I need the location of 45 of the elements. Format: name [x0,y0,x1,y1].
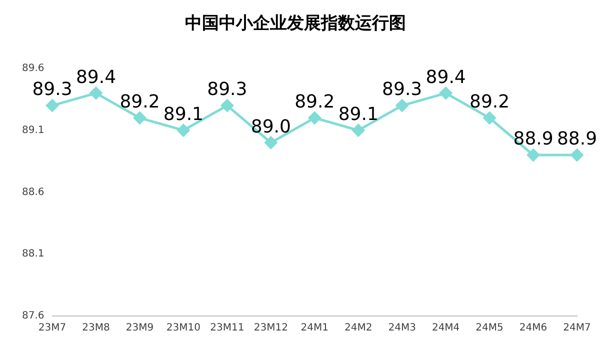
point [440,86,452,100]
point [396,99,408,112]
data-label: 89.1 [163,104,204,125]
data-label: 89.4 [426,66,466,88]
data-label: 88.9 [556,128,598,150]
x-tick-label: 23M12 [254,322,288,334]
point [133,112,146,124]
x-tick-label: 24M5 [476,322,504,334]
data-label: 89.4 [76,66,116,88]
y-tick-label: 88.6 [22,186,44,198]
point [570,148,584,162]
point [90,86,102,100]
data-label: 89.2 [294,92,335,113]
y-tick-label: 89.1 [22,124,44,136]
data-label: 88.9 [513,128,554,150]
x-tick-label: 24M4 [432,322,460,334]
data-label: 89.1 [338,104,378,125]
x-tick-label: 24M6 [519,322,548,334]
y-tick-label: 87.6 [22,310,44,322]
point [483,112,496,124]
point [264,136,278,149]
x-tick-label: 23M8 [82,322,110,334]
x-tick-label: 23M9 [126,322,154,334]
x-tick-label: 23M11 [210,322,244,334]
data-label: 89.0 [250,116,291,138]
point [220,99,234,112]
point [352,124,365,137]
point [527,148,540,162]
data-label: 89.3 [382,79,422,100]
data-label: 89.3 [207,79,248,100]
x-tick-label: 24M1 [300,322,328,334]
y-tick-label: 88.1 [22,248,44,260]
chart-title: 中国中小企业发展指数运行图 [185,14,406,34]
y-tick-label: 89.6 [22,62,44,74]
x-tick-label: 24M3 [388,322,416,334]
x-tick-label: 24M2 [344,322,372,334]
point [308,112,321,124]
data-label: 89.3 [32,79,72,100]
data-label: 89.2 [120,92,160,113]
point [46,99,59,112]
x-tick-label: 24M7 [563,322,591,334]
x-tick-label: 23M7 [38,322,66,334]
x-tick-label: 23M10 [166,322,200,334]
data-label: 89.2 [470,92,510,113]
point [177,124,190,137]
